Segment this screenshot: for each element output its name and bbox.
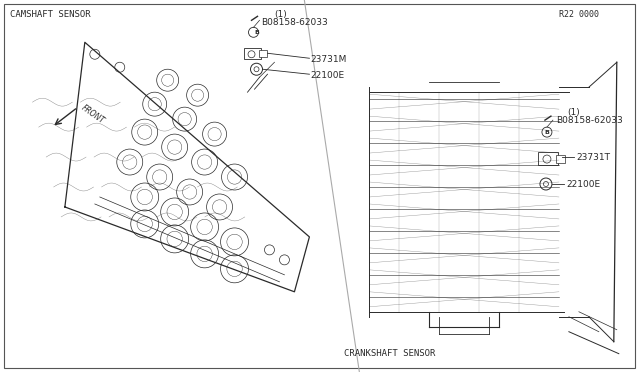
Text: 23731M: 23731M — [310, 55, 347, 64]
Text: FRONT: FRONT — [80, 103, 106, 125]
Text: B08158-62033: B08158-62033 — [262, 18, 328, 27]
Bar — [538, 152, 558, 165]
Text: 22100E: 22100E — [310, 71, 344, 80]
Text: B: B — [254, 30, 259, 35]
Bar — [244, 48, 262, 59]
Text: CRANKSHAFT SENSOR: CRANKSHAFT SENSOR — [344, 349, 436, 358]
Text: 22100E: 22100E — [566, 180, 600, 189]
Text: B: B — [545, 129, 549, 135]
Bar — [259, 50, 268, 57]
Text: R22 0000: R22 0000 — [559, 10, 599, 19]
Text: (1): (1) — [567, 108, 580, 117]
Text: B08158-62033: B08158-62033 — [556, 116, 623, 125]
Text: CAMSHAFT SENSOR: CAMSHAFT SENSOR — [10, 10, 91, 19]
Bar — [556, 155, 565, 163]
Text: (1): (1) — [275, 10, 287, 19]
Text: 23731T: 23731T — [576, 153, 610, 161]
